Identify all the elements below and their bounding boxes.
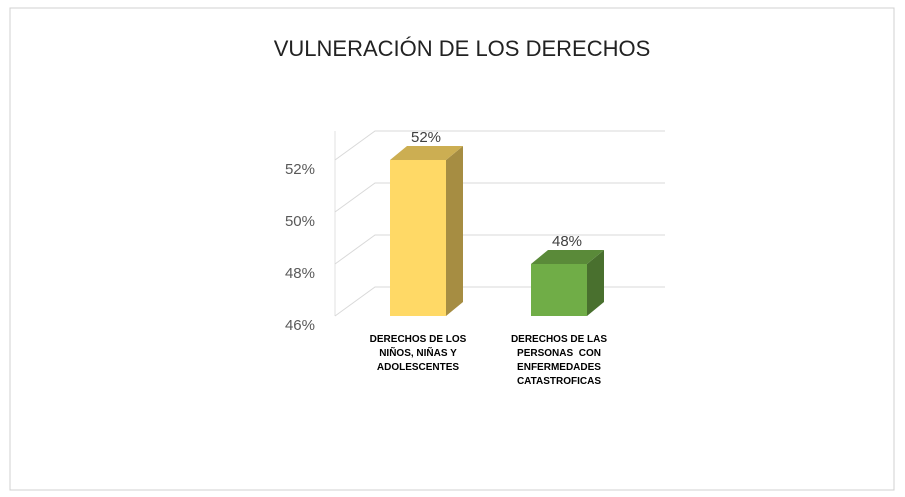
- value-label: 52%: [411, 129, 441, 146]
- grid-line: [334, 234, 665, 265]
- value-label: 48%: [552, 233, 582, 250]
- bar: [531, 250, 604, 316]
- y-tick-label: 50%: [285, 213, 315, 230]
- grid-line: [334, 182, 665, 213]
- y-tick-label: 48%: [285, 265, 315, 282]
- y-tick-label: 52%: [285, 161, 315, 178]
- bar-side: [587, 250, 604, 316]
- chart-title: VULNERACIÓN DE LOS DERECHOS: [274, 36, 651, 61]
- bar-front: [390, 160, 446, 316]
- x-tick-label: DERECHOS DE LAS PERSONAS CON ENFERMEDADE…: [510, 334, 610, 387]
- grid-line: [334, 130, 665, 161]
- x-tick-label: DERECHOS DE LOS NIÑOS, NIÑAS Y ADOLESCEN…: [369, 334, 470, 373]
- bar-front: [531, 264, 587, 316]
- bar-top: [390, 146, 463, 160]
- y-tick-label: 46%: [285, 317, 315, 334]
- bar: [390, 146, 463, 316]
- bar-side: [446, 146, 463, 316]
- bar-top: [531, 250, 604, 264]
